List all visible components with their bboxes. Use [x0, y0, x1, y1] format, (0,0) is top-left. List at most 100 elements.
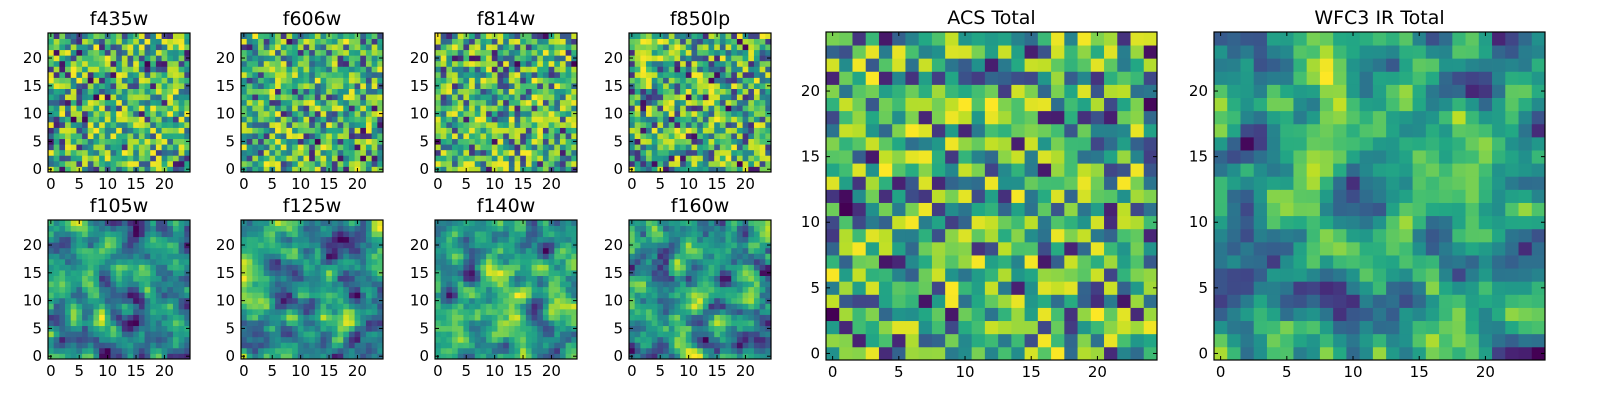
heatmap-cell: [309, 60, 316, 67]
heatmap-cell: [155, 49, 162, 56]
heatmap-cell: [246, 166, 253, 173]
heatmap-cell: [172, 225, 180, 232]
heatmap-cell: [314, 160, 321, 167]
heatmap-cell: [497, 77, 504, 84]
heatmap-cell: [167, 297, 174, 304]
heatmap-cell: [520, 281, 527, 288]
heatmap-cell: [571, 149, 578, 156]
heatmap-cell: [178, 308, 185, 315]
heatmap-cell: [87, 127, 94, 134]
heatmap-cell: [365, 105, 373, 112]
heatmap-cell: [377, 347, 384, 354]
heatmap-cell: [87, 342, 94, 349]
heatmap-cell: [486, 220, 493, 226]
heatmap-cell: [150, 138, 157, 145]
heatmap-cell: [634, 281, 641, 288]
heatmap-cell: [491, 336, 498, 343]
heatmap-cell: [53, 220, 60, 226]
heatmap-cell: [651, 149, 658, 156]
heatmap-cell: [725, 38, 732, 45]
heatmap-cell: [138, 166, 145, 173]
heatmap-cell: [742, 325, 749, 332]
heatmap-cell: [440, 331, 447, 338]
heatmap-cell: [104, 342, 111, 349]
heatmap-cell: [759, 116, 766, 123]
heatmap-cell: [634, 66, 641, 73]
heatmap-cell: [178, 242, 185, 249]
heatmap-cell: [554, 336, 561, 343]
heatmap-cell: [525, 281, 532, 288]
heatmap-cell: [82, 133, 89, 140]
heatmap-cell: [708, 353, 715, 360]
heatmap-cell: [531, 121, 538, 128]
heatmap-cell: [629, 303, 636, 310]
heatmap-cell: [457, 303, 464, 310]
heatmap-cell: [53, 353, 60, 360]
heatmap-cell: [525, 220, 532, 226]
heatmap-cell: [554, 292, 561, 299]
heatmap-cell: [59, 275, 66, 282]
heatmap-cell: [87, 66, 94, 73]
heatmap-cell: [275, 99, 282, 106]
heatmap-cell: [246, 77, 253, 84]
heatmap-cell: [480, 286, 487, 293]
heatmap-cell: [657, 303, 664, 310]
heatmap-cell: [161, 149, 168, 156]
heatmap-cell: [331, 231, 338, 238]
heatmap-cells: [435, 220, 578, 360]
heatmap-cell: [167, 149, 174, 156]
heatmap-cell: [469, 286, 476, 293]
heatmap-cell: [59, 342, 66, 349]
heatmap-cell: [150, 133, 157, 140]
heatmap-cell: [104, 320, 111, 327]
heatmap-cell: [640, 286, 647, 293]
heatmap-cell: [93, 133, 100, 140]
heatmap-cell: [326, 320, 333, 327]
heatmap-cell: [452, 331, 459, 338]
heatmap-cell: [269, 347, 276, 354]
heatmap-cell: [725, 83, 732, 89]
heatmap-cell: [435, 336, 442, 343]
heatmap-cell: [719, 38, 726, 45]
heatmap-cell: [82, 105, 89, 112]
heatmap-cell: [354, 105, 361, 112]
heatmap-cell: [331, 44, 338, 51]
heatmap-cell: [331, 292, 338, 299]
y-tick-label: 15: [216, 77, 235, 95]
heatmap-cell: [104, 55, 111, 62]
heatmap-cell: [668, 331, 675, 338]
heatmap-cell: [691, 77, 698, 84]
heatmap-cell: [53, 258, 60, 265]
heatmap-cell: [440, 325, 447, 332]
heatmap-cell: [463, 270, 470, 276]
heatmap-cell: [258, 231, 265, 238]
heatmap-cell: [446, 220, 453, 226]
heatmap-cell: [377, 292, 384, 299]
heatmap-cell: [520, 242, 527, 249]
heatmap-cell: [82, 88, 89, 95]
heatmap-cell: [759, 110, 766, 117]
heatmap-cell: [127, 325, 134, 332]
heatmap-cell: [127, 320, 134, 327]
heatmap-cell: [480, 258, 487, 265]
heatmap-cell: [377, 253, 384, 260]
heatmap-cell: [258, 127, 265, 134]
heatmap-cell: [292, 314, 299, 321]
heatmap-cell: [651, 33, 658, 39]
heatmap-cell: [371, 94, 378, 101]
heatmap-cell: [469, 281, 476, 288]
heatmap-cell: [65, 275, 72, 282]
heatmap-cell: [742, 314, 749, 321]
heatmap-cell: [110, 127, 117, 134]
heatmap-cell: [258, 83, 265, 89]
heatmap-cell: [452, 127, 459, 134]
heatmap-cell: [93, 121, 100, 128]
heatmap-cell: [634, 286, 641, 293]
heatmap-cell: [463, 99, 470, 106]
heatmap-cell: [542, 166, 549, 173]
heatmap-cell: [337, 320, 344, 327]
heatmap-cell: [640, 38, 647, 45]
heatmap-cell: [554, 110, 561, 117]
heatmap-cell: [167, 236, 174, 243]
heatmap-cell: [708, 83, 715, 89]
